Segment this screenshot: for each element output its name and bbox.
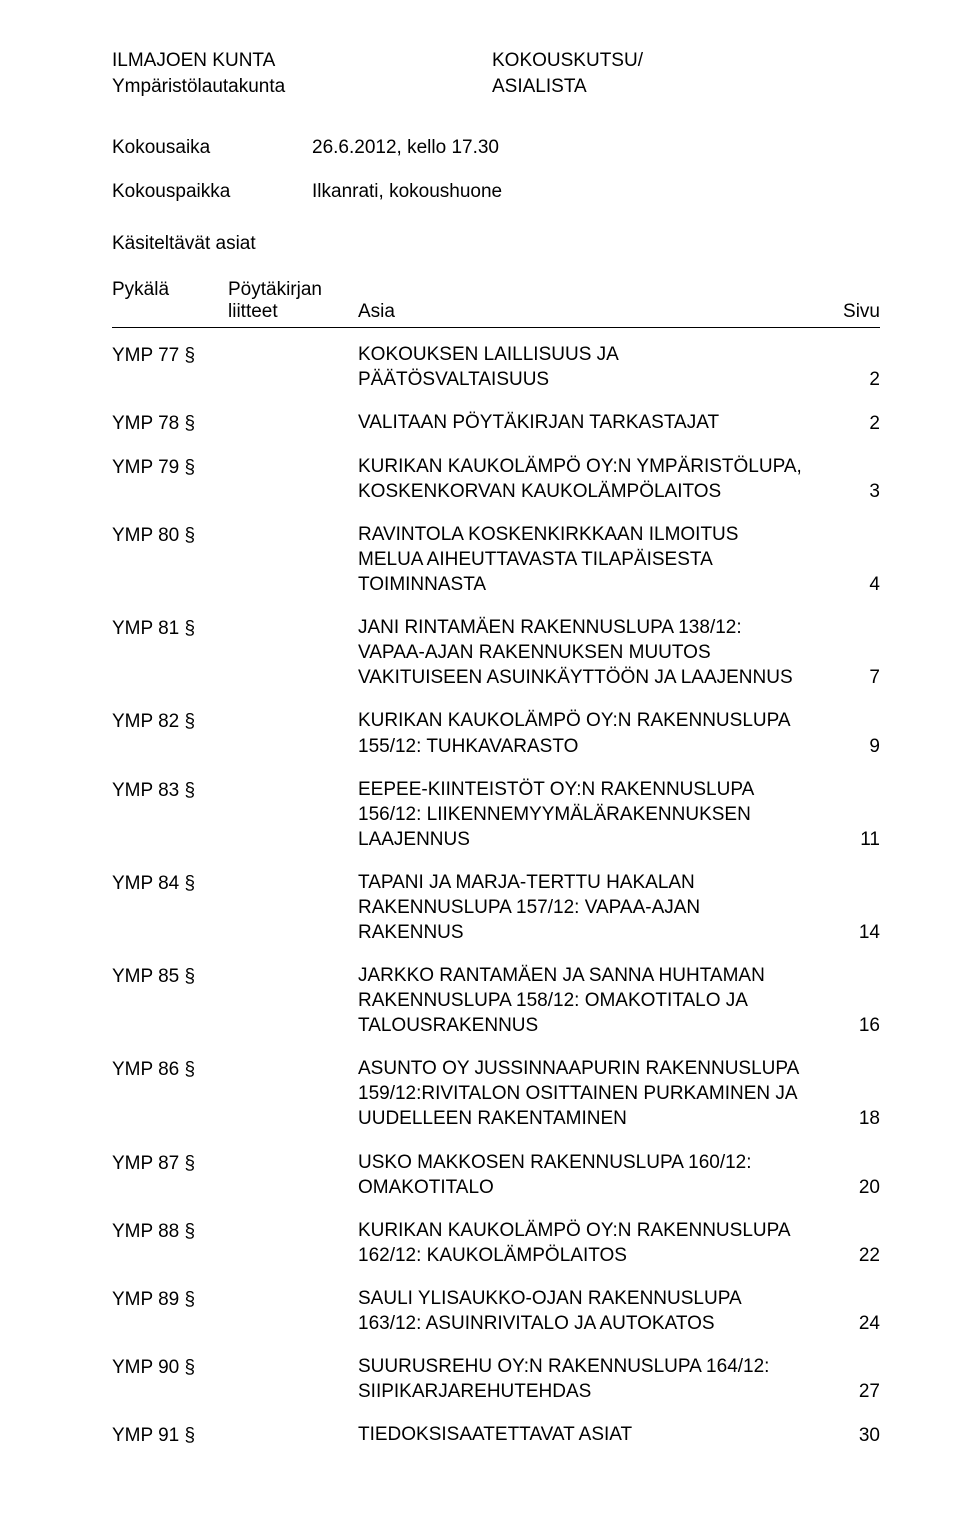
meeting-place-value: Ilkanrati, kokoushuone bbox=[312, 179, 880, 205]
agenda-item-sivu: 30 bbox=[820, 1422, 880, 1448]
agenda-item-liitteet bbox=[228, 342, 358, 392]
agenda-item-liitteet bbox=[228, 1286, 358, 1336]
agenda-item-sivu: 4 bbox=[820, 522, 880, 597]
col-header-pykala: Pykälä bbox=[112, 279, 228, 323]
agenda-item-sivu: 9 bbox=[820, 708, 880, 758]
agenda-item-asia: ASUNTO OY JUSSINNAAPURIN RAKENNUSLUPA 15… bbox=[358, 1056, 820, 1131]
agenda-item: YMP 85 § JARKKO RANTAMÄEN JA SANNA HUHTAM… bbox=[112, 963, 880, 1038]
agenda-item-asia: TIEDOKSISAATETTAVAT ASIAT bbox=[358, 1422, 820, 1448]
agenda-item-sivu: 2 bbox=[820, 342, 880, 392]
agenda-item-sivu: 2 bbox=[820, 410, 880, 436]
header-line-1: ILMAJOEN KUNTA KOKOUSKUTSU/ bbox=[112, 48, 880, 74]
col-header-liitteet: Pöytäkirjan liitteet bbox=[228, 279, 358, 323]
agenda-item-pykala: YMP 86 § bbox=[112, 1056, 228, 1131]
header-committee: Ympäristölautakunta bbox=[112, 74, 492, 100]
agenda-item-pykala: YMP 79 § bbox=[112, 454, 228, 504]
agenda-item: YMP 90 § SUURUSREHU OY:N RAKENNUSLUPA 164… bbox=[112, 1354, 880, 1404]
agenda-item: YMP 87 § USKO MAKKOSEN RAKENNUSLUPA 160/1… bbox=[112, 1150, 880, 1200]
agenda-item: YMP 83 § EEPEE-KIINTEISTÖT OY:N RAKENNUSL… bbox=[112, 777, 880, 852]
agenda-item-pykala: YMP 91 § bbox=[112, 1422, 228, 1448]
agenda-item-asia: KOKOUKSEN LAILLISUUS JA PÄÄTÖSVALTAISUUS bbox=[358, 342, 820, 392]
agenda-item-pykala: YMP 84 § bbox=[112, 870, 228, 945]
meeting-time-row: Kokousaika 26.6.2012, kello 17.30 bbox=[112, 135, 880, 161]
agenda-item-pykala: YMP 81 § bbox=[112, 615, 228, 690]
agenda-item-pykala: YMP 89 § bbox=[112, 1286, 228, 1336]
meeting-place-row: Kokouspaikka Ilkanrati, kokoushuone bbox=[112, 179, 880, 205]
meeting-place-label: Kokouspaikka bbox=[112, 179, 312, 205]
agenda-item-pykala: YMP 78 § bbox=[112, 410, 228, 436]
agenda-item: YMP 86 § ASUNTO OY JUSSINNAAPURIN RAKENNU… bbox=[112, 1056, 880, 1131]
agenda-item-liitteet bbox=[228, 1422, 358, 1448]
header-doc-type-2: ASIALISTA bbox=[492, 74, 880, 100]
agenda-item-liitteet bbox=[228, 454, 358, 504]
agenda-item-asia: KURIKAN KAUKOLÄMPÖ OY:N YMPÄRISTÖLUPA, K… bbox=[358, 454, 820, 504]
agenda-item-sivu: 11 bbox=[820, 777, 880, 852]
agenda-item-pykala: YMP 87 § bbox=[112, 1150, 228, 1200]
header-line-2: Ympäristölautakunta ASIALISTA bbox=[112, 74, 880, 100]
agenda-item-sivu: 7 bbox=[820, 615, 880, 690]
agenda-item-asia: JANI RINTAMÄEN RAKENNUSLUPA 138/12: VAPA… bbox=[358, 615, 820, 690]
col-header-sivu: Sivu bbox=[820, 279, 880, 323]
agenda-item-liitteet bbox=[228, 777, 358, 852]
agenda-item-asia: SAULI YLISAUKKO-OJAN RAKENNUSLUPA 163/12… bbox=[358, 1286, 820, 1336]
col-header-liitteet-line2: liitteet bbox=[228, 301, 358, 323]
agenda-item-pykala: YMP 83 § bbox=[112, 777, 228, 852]
agenda-item: YMP 81 § JANI RINTAMÄEN RAKENNUSLUPA 138/… bbox=[112, 615, 880, 690]
agenda-item-pykala: YMP 77 § bbox=[112, 342, 228, 392]
agenda-item-asia: EEPEE-KIINTEISTÖT OY:N RAKENNUSLUPA 156/… bbox=[358, 777, 820, 852]
agenda-item: YMP 89 § SAULI YLISAUKKO-OJAN RAKENNUSLUP… bbox=[112, 1286, 880, 1336]
agenda-item: YMP 79 § KURIKAN KAUKOLÄMPÖ OY:N YMPÄRIST… bbox=[112, 454, 880, 504]
agenda-item-liitteet bbox=[228, 522, 358, 597]
agenda-item-sivu: 27 bbox=[820, 1354, 880, 1404]
agenda-item-pykala: YMP 85 § bbox=[112, 963, 228, 1038]
agenda-item-asia: SUURUSREHU OY:N RAKENNUSLUPA 164/12: SII… bbox=[358, 1354, 820, 1404]
agenda-item-asia: TAPANI JA MARJA-TERTTU HAKALAN RAKENNUSL… bbox=[358, 870, 820, 945]
meeting-meta: Kokousaika 26.6.2012, kello 17.30 Kokous… bbox=[112, 135, 880, 204]
agenda-item: YMP 77 § KOKOUKSEN LAILLISUUS JA PÄÄTÖSVA… bbox=[112, 342, 880, 392]
agenda-item-pykala: YMP 88 § bbox=[112, 1218, 228, 1268]
agenda-item-liitteet bbox=[228, 615, 358, 690]
meeting-time-value: 26.6.2012, kello 17.30 bbox=[312, 135, 880, 161]
agenda-item-sivu: 24 bbox=[820, 1286, 880, 1336]
agenda-item-liitteet bbox=[228, 1218, 358, 1268]
agenda-item-liitteet bbox=[228, 963, 358, 1038]
agenda-item-sivu: 18 bbox=[820, 1056, 880, 1131]
agenda-item-asia: KURIKAN KAUKOLÄMPÖ OY:N RAKENNUSLUPA 155… bbox=[358, 708, 820, 758]
agenda-item: YMP 80 § RAVINTOLA KOSKENKIRKKAAN ILMOITU… bbox=[112, 522, 880, 597]
agenda-item: YMP 88 § KURIKAN KAUKOLÄMPÖ OY:N RAKENNUS… bbox=[112, 1218, 880, 1268]
header-doc-type-1: KOKOUSKUTSU/ bbox=[492, 48, 880, 74]
agenda-section-title: Käsiteltävät asiat bbox=[112, 233, 880, 255]
col-header-liitteet-line1: Pöytäkirjan bbox=[228, 279, 358, 301]
agenda-item-liitteet bbox=[228, 870, 358, 945]
agenda-item-pykala: YMP 80 § bbox=[112, 522, 228, 597]
agenda-item-pykala: YMP 82 § bbox=[112, 708, 228, 758]
agenda-items: YMP 77 § KOKOUKSEN LAILLISUUS JA PÄÄTÖSVA… bbox=[112, 342, 880, 1449]
agenda-item-asia: VALITAAN PÖYTÄKIRJAN TARKASTAJAT bbox=[358, 410, 820, 436]
agenda-item-sivu: 20 bbox=[820, 1150, 880, 1200]
agenda-item: YMP 84 § TAPANI JA MARJA-TERTTU HAKALAN R… bbox=[112, 870, 880, 945]
agenda-item-sivu: 3 bbox=[820, 454, 880, 504]
meeting-time-label: Kokousaika bbox=[112, 135, 312, 161]
agenda-item: YMP 82 § KURIKAN KAUKOLÄMPÖ OY:N RAKENNUS… bbox=[112, 708, 880, 758]
agenda-item-liitteet bbox=[228, 1150, 358, 1200]
agenda-item-asia: KURIKAN KAUKOLÄMPÖ OY:N RAKENNUSLUPA 162… bbox=[358, 1218, 820, 1268]
header-org: ILMAJOEN KUNTA bbox=[112, 48, 492, 74]
agenda-item-liitteet bbox=[228, 708, 358, 758]
page-root: ILMAJOEN KUNTA KOKOUSKUTSU/ Ympäristölau… bbox=[0, 0, 960, 1526]
agenda-item-liitteet bbox=[228, 1056, 358, 1131]
agenda-item: YMP 91 § TIEDOKSISAATETTAVAT ASIAT30 bbox=[112, 1422, 880, 1448]
agenda-item-pykala: YMP 90 § bbox=[112, 1354, 228, 1404]
agenda-item-liitteet bbox=[228, 1354, 358, 1404]
document-header: ILMAJOEN KUNTA KOKOUSKUTSU/ Ympäristölau… bbox=[112, 48, 880, 99]
agenda-item-liitteet bbox=[228, 410, 358, 436]
agenda-item-sivu: 16 bbox=[820, 963, 880, 1038]
column-headers: Pykälä Pöytäkirjan liitteet Asia Sivu bbox=[112, 279, 880, 328]
agenda-item-asia: USKO MAKKOSEN RAKENNUSLUPA 160/12: OMAKO… bbox=[358, 1150, 820, 1200]
agenda-item-asia: RAVINTOLA KOSKENKIRKKAAN ILMOITUS MELUA … bbox=[358, 522, 820, 597]
agenda-item: YMP 78 § VALITAAN PÖYTÄKIRJAN TARKASTAJAT… bbox=[112, 410, 880, 436]
agenda-item-sivu: 14 bbox=[820, 870, 880, 945]
agenda-item-asia: JARKKO RANTAMÄEN JA SANNA HUHTAMAN RAKEN… bbox=[358, 963, 820, 1038]
col-header-asia: Asia bbox=[358, 279, 820, 323]
agenda-item-sivu: 22 bbox=[820, 1218, 880, 1268]
